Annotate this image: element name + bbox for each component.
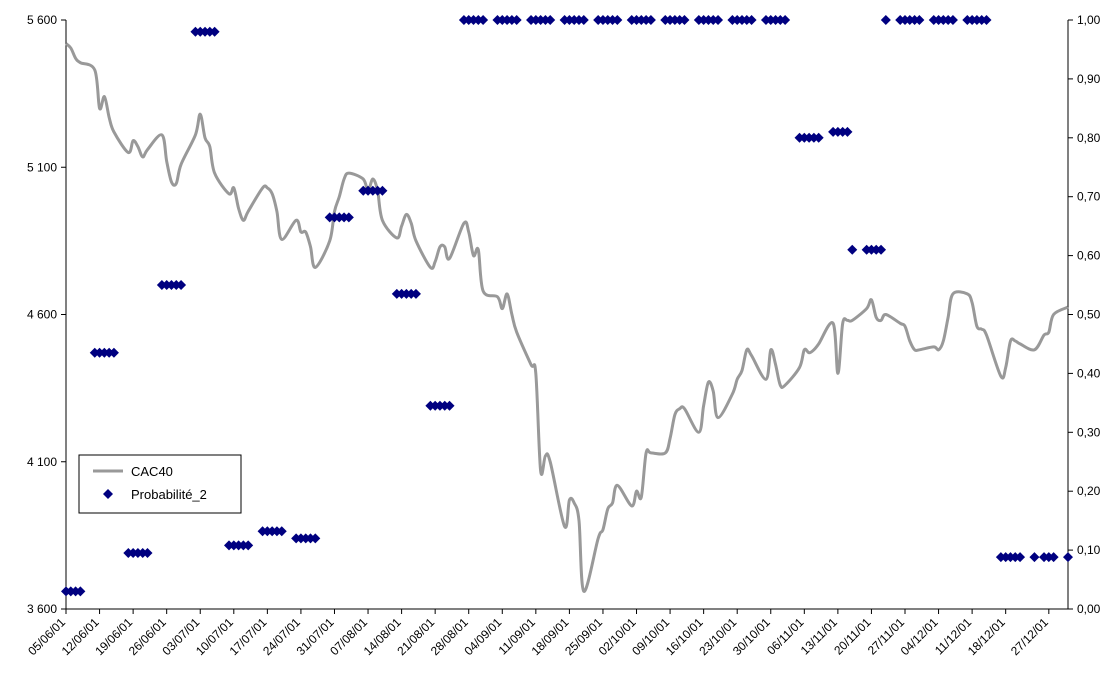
legend-label-probabilite: Probabilité_2 bbox=[131, 487, 207, 502]
right-tick-label: 0,10 bbox=[1077, 543, 1101, 557]
x-tick-label: 30/10/01 bbox=[730, 615, 773, 658]
right-tick-label: 0,00 bbox=[1077, 602, 1101, 616]
left-tick-label: 5 100 bbox=[27, 160, 57, 174]
probability-point bbox=[881, 15, 891, 25]
right-tick-label: 1,00 bbox=[1077, 13, 1101, 27]
probability-point bbox=[1029, 552, 1039, 562]
right-tick-label: 0,20 bbox=[1077, 484, 1101, 498]
right-tick-label: 0,60 bbox=[1077, 249, 1101, 263]
right-tick-label: 0,40 bbox=[1077, 366, 1101, 380]
left-tick-label: 3 600 bbox=[27, 602, 57, 616]
right-tick-label: 0,50 bbox=[1077, 308, 1101, 322]
legend-label-cac40: CAC40 bbox=[131, 464, 173, 479]
probability-point bbox=[847, 245, 857, 255]
x-tick-label: 27/12/01 bbox=[1008, 615, 1051, 658]
probability-point bbox=[1063, 552, 1073, 562]
tick-labels: 3 600 4 100 4 600 5 100 5 600 0,00 0,10 0,20 0,3… bbox=[25, 13, 1100, 658]
legend: CAC40 Probabilité_2 bbox=[79, 455, 241, 513]
x-tick-label: 04/12/01 bbox=[898, 615, 941, 658]
right-tick-label: 0,30 bbox=[1077, 425, 1101, 439]
left-tick-label: 4 600 bbox=[27, 308, 57, 322]
x-tick-label: 18/12/01 bbox=[965, 615, 1008, 658]
left-tick-label: 5 600 bbox=[27, 13, 57, 27]
left-tick-label: 4 100 bbox=[27, 455, 57, 469]
right-tick-label: 0,90 bbox=[1077, 72, 1101, 86]
x-tick-label: 04/09/01 bbox=[461, 615, 504, 658]
right-tick-label: 0,70 bbox=[1077, 190, 1101, 204]
right-tick-label: 0,80 bbox=[1077, 131, 1101, 145]
